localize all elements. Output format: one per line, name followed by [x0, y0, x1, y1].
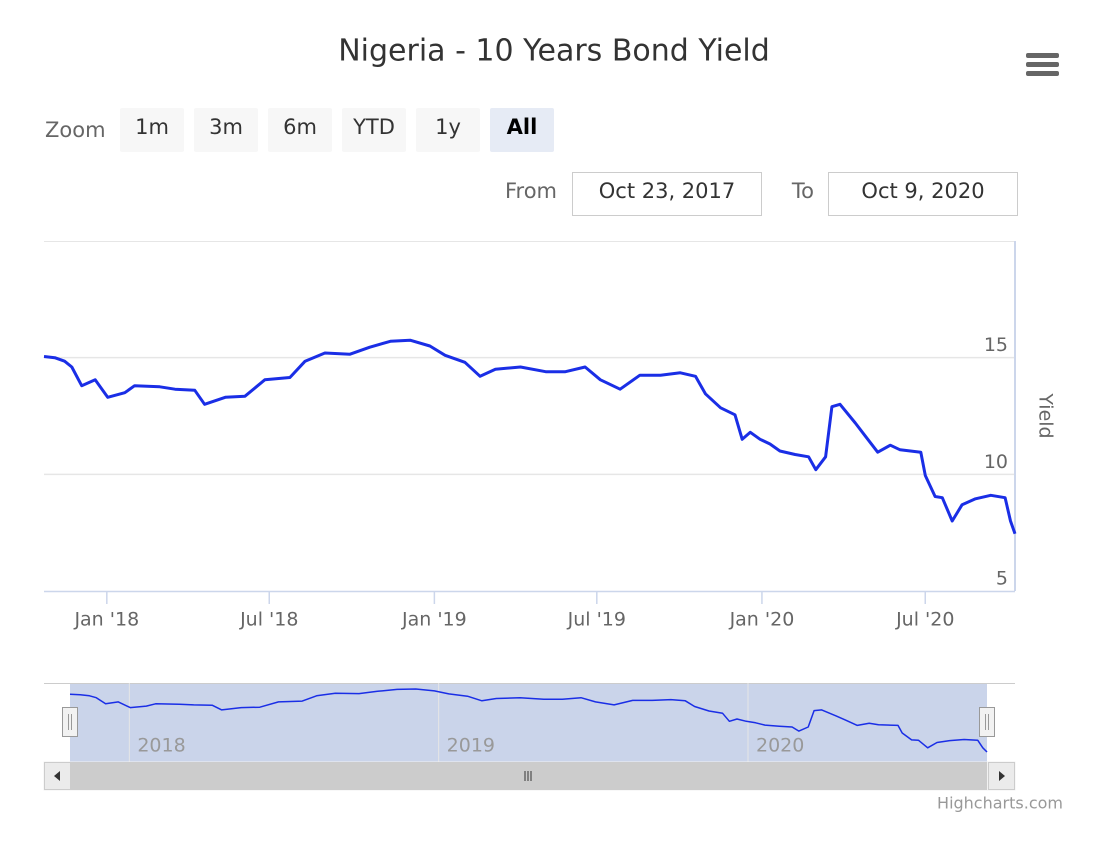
zoom-button[interactable]: [490, 108, 554, 152]
x-tick-label: Jul '18: [239, 609, 298, 631]
zoom-button[interactable]: [416, 108, 480, 152]
zoom-label: Zoom: [45, 118, 106, 142]
from-label: From: [505, 179, 557, 203]
chart-title: Nigeria - 10 Years Bond Yield: [338, 34, 770, 69]
x-tick-label: Jan '20: [729, 609, 795, 631]
menu-bar[interactable]: [1026, 53, 1059, 58]
x-tick-label: Jul '20: [895, 609, 954, 631]
zoom-button-label[interactable]: YTD: [352, 115, 395, 139]
scrollbar-arrow: [999, 771, 1005, 781]
y-tick-label: 10: [984, 451, 1008, 473]
to-label: To: [791, 179, 814, 203]
zoom-button[interactable]: [120, 108, 184, 152]
zoom-button-label[interactable]: 1m: [135, 115, 169, 139]
credits[interactable]: Highcharts.com: [937, 794, 1063, 813]
x-tick-label: Jan '19: [401, 609, 467, 631]
from-value[interactable]: Oct 23, 2017: [599, 179, 736, 203]
zoom-button[interactable]: [268, 108, 332, 152]
from-input[interactable]: [572, 172, 762, 216]
y-tick-label: 15: [984, 334, 1008, 356]
to-value[interactable]: Oct 9, 2020: [861, 179, 984, 203]
zoom-button-label[interactable]: 1y: [435, 115, 461, 139]
zoom-button[interactable]: [194, 108, 258, 152]
navigator-mask: [70, 683, 987, 762]
menu-bar[interactable]: [1026, 62, 1059, 67]
x-tick-label: Jul '19: [567, 609, 626, 631]
menu-bar[interactable]: [1026, 71, 1059, 76]
y-axis-title: Yield: [1035, 392, 1057, 438]
zoom-button-label[interactable]: 6m: [283, 115, 317, 139]
y-tick-label: 5: [996, 568, 1008, 590]
x-tick-label: Jan '18: [73, 609, 139, 631]
navigator-tick-label: 2018: [137, 735, 185, 757]
navigator-tick-label: 2020: [756, 735, 804, 757]
yield-line: [43, 338, 1017, 535]
zoom-button[interactable]: [342, 108, 406, 152]
navigator-handle[interactable]: [979, 707, 995, 737]
navigator-tick-label: 2019: [447, 735, 495, 757]
zoom-button-label[interactable]: 3m: [209, 115, 243, 139]
to-input[interactable]: [828, 172, 1018, 216]
zoom-button-label[interactable]: All: [507, 115, 538, 139]
scrollbar-arrow: [54, 771, 60, 781]
navigator-line: [69, 688, 988, 753]
menu-button[interactable]: [1026, 53, 1059, 76]
navigator-handle[interactable]: [62, 707, 78, 737]
